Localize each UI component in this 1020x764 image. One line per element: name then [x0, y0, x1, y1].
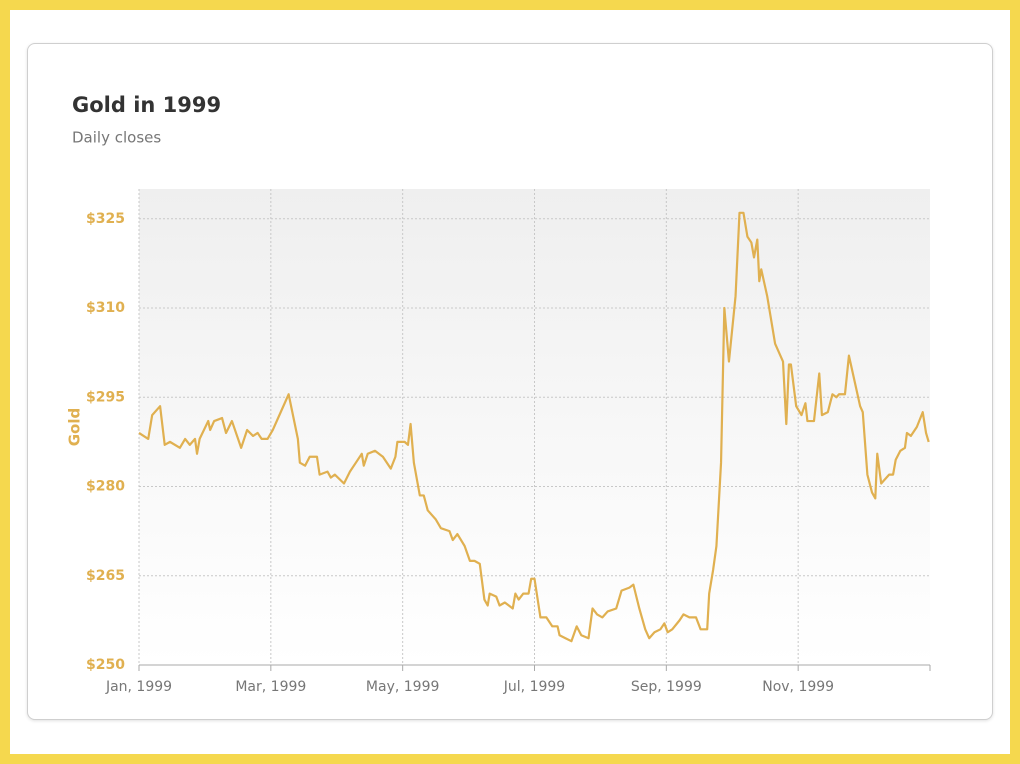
x-tick-label: Sep, 1999: [631, 679, 702, 695]
series-line: [138, 211, 930, 643]
y-tick-label: $310: [86, 300, 125, 316]
x-tick-label: Nov, 1999: [762, 679, 834, 695]
y-tick-label: $265: [86, 568, 125, 584]
x-tick-label: May, 1999: [366, 679, 439, 695]
x-tick-label: Mar, 1999: [235, 679, 306, 695]
y-axis-label: Gold: [66, 408, 84, 447]
y-tick-label: $295: [86, 389, 125, 405]
x-tick-label: Jan, 1999: [105, 679, 172, 695]
y-tick-label: $280: [86, 479, 125, 495]
chart-subtitle: Daily closes: [72, 129, 161, 147]
x-tick-label: Jul, 1999: [503, 679, 565, 695]
y-tick-label: $325: [86, 211, 125, 227]
y-tick-label: $250: [86, 657, 125, 673]
chart-title: Gold in 1999: [72, 93, 221, 117]
